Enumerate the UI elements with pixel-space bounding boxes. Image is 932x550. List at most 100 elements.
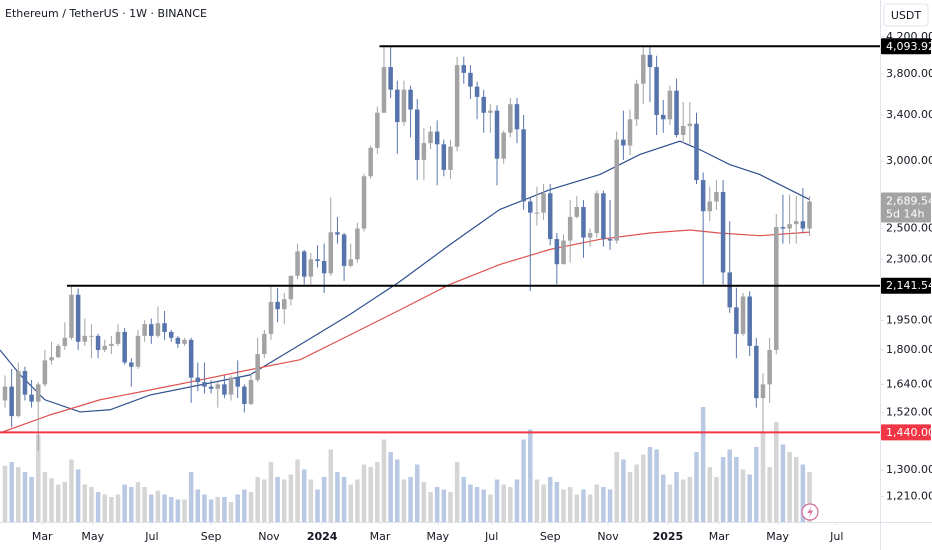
replay-icon[interactable] [801, 503, 819, 521]
volume-bar [301, 469, 307, 522]
volume-bar [514, 479, 520, 522]
candle-body [188, 339, 194, 378]
volume-bar [89, 487, 94, 522]
volume-bar [228, 502, 234, 522]
candle-body [235, 377, 240, 387]
candle-body [275, 301, 280, 310]
volume-bar [528, 429, 533, 522]
volume-bar [747, 474, 752, 522]
candle-body [208, 386, 214, 389]
candle-body [301, 251, 307, 277]
level-label: 2,141.54 [886, 279, 932, 292]
x-tick-label: May [81, 530, 104, 543]
x-tick-label: 2025 [653, 530, 684, 543]
volume-bar [155, 490, 161, 522]
candle-body [421, 143, 427, 160]
candle-body [793, 221, 799, 225]
volume-bar [395, 459, 400, 522]
candle-body [700, 180, 706, 212]
candle-body [75, 294, 81, 342]
moving-average-line [0, 229, 810, 434]
volume-bar [508, 487, 513, 522]
candle-body [481, 96, 486, 113]
volume-bar [787, 452, 792, 522]
y-tick-label: 3,800.00 [886, 67, 932, 80]
volume-bar [641, 454, 646, 522]
x-tick-label: May [426, 530, 449, 543]
volume-bar [574, 494, 580, 522]
volume-bar [255, 477, 260, 522]
x-tick-label: 2024 [307, 530, 338, 543]
candle-body [641, 54, 646, 84]
volume-bar [774, 422, 779, 522]
volume-bar [734, 457, 739, 522]
candle-body [461, 65, 467, 73]
ma-layer [0, 140, 810, 434]
volume-bar [35, 434, 41, 522]
candle-body [428, 131, 433, 144]
candle-body [767, 349, 772, 385]
candle-body [694, 123, 699, 181]
candle-body [361, 176, 367, 229]
candle-body [368, 147, 373, 177]
volume-bar [494, 479, 500, 522]
candle-body [660, 114, 666, 120]
y-tick-label: 4,200.00 [886, 30, 932, 43]
volume-bar [707, 467, 713, 522]
x-tick-label: Jul [484, 530, 498, 543]
y-tick-label: 3,000.00 [886, 154, 932, 167]
volume-bar [687, 477, 693, 522]
currency-box[interactable] [883, 3, 929, 27]
volume-bar [368, 467, 373, 522]
volume-bar [195, 489, 201, 522]
volume-bar [554, 482, 560, 522]
candle-body [494, 110, 500, 159]
candle-body [621, 139, 626, 146]
candle-body [547, 193, 553, 240]
candle-body [328, 232, 334, 274]
candle-body [707, 201, 713, 212]
volume-bar [807, 472, 812, 522]
candle-body [667, 90, 673, 120]
candle-body [321, 260, 327, 274]
level-label: 4,093.92 [886, 40, 932, 53]
last-price-label: 2,689.54 [886, 195, 932, 208]
candle-body [268, 301, 274, 334]
volume-bar [215, 497, 221, 522]
volume-bar [268, 462, 274, 522]
candle-body [634, 83, 639, 120]
volume-bar [740, 469, 746, 522]
volume-bar [700, 407, 706, 522]
candle-body [82, 335, 88, 342]
candle-body [587, 233, 593, 238]
volume-bar [69, 459, 74, 522]
candle-body [627, 119, 633, 146]
candle-body [561, 240, 566, 265]
volume-bar [202, 494, 207, 522]
candle-body [62, 337, 68, 346]
candle-body [281, 299, 287, 310]
candle-body [647, 54, 653, 68]
candle-body [614, 139, 619, 241]
volume-bar [541, 484, 546, 522]
candle-body [541, 193, 546, 213]
volume-bar [168, 497, 174, 522]
volume-bar [321, 477, 327, 522]
volume-bar [328, 449, 334, 522]
volume-bar [75, 469, 81, 522]
chart-title: Ethereum / TetherUS · 1W · BINANCE [5, 7, 207, 20]
volume-bar [754, 447, 759, 522]
volume-bar [408, 477, 413, 522]
y-tick-label: 1,300.00 [886, 463, 932, 476]
volume-bar [62, 482, 68, 522]
volume-bar [581, 489, 586, 522]
volume-bar [534, 479, 540, 522]
candle-body [528, 201, 533, 213]
level-badge [881, 277, 931, 294]
candle-body [581, 207, 586, 238]
y-tick-label: 2,300.00 [886, 252, 932, 265]
candle-body [654, 67, 659, 115]
volume-bar [607, 489, 613, 522]
volume-bar [149, 494, 154, 522]
